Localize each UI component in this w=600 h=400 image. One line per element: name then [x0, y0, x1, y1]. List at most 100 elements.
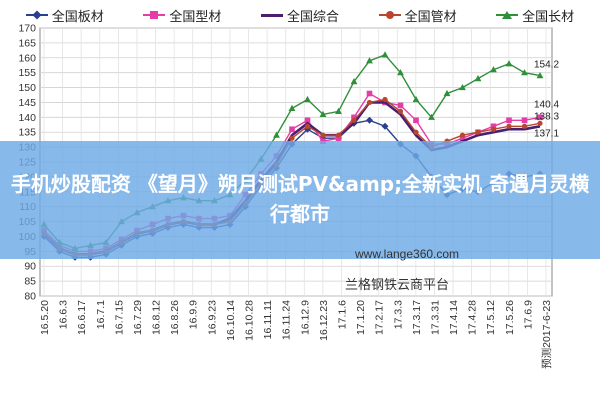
series-point [521, 117, 528, 124]
series-point [443, 89, 451, 97]
x-tick-label: 16.9.23 [206, 300, 218, 335]
series-point [366, 99, 373, 106]
x-tick-label: 17.4.28 [467, 300, 479, 335]
end-value-label: 137.1 [534, 128, 559, 139]
x-tick-label: 16.6.17 [76, 300, 88, 335]
series-point [537, 114, 543, 121]
series-point [521, 123, 528, 129]
legend-item: 全国综合 [260, 6, 339, 25]
series-point [412, 95, 420, 103]
series-point [273, 131, 280, 138]
y-tick-label: 150 [18, 82, 36, 94]
legend-swatch [25, 10, 48, 20]
series-point [351, 114, 357, 121]
series-point [382, 96, 388, 103]
headline-banner: 手机炒股配资 《望月》朔月测试PV&amp;全新实机 奇遇月灵横行都市 [0, 141, 600, 259]
legend-item: 全国板材 [25, 6, 104, 25]
series-point [459, 132, 466, 138]
series-point [289, 126, 295, 133]
x-tick-label: 17.3.17 [411, 300, 423, 335]
legend-label: 全国板材 [51, 8, 104, 24]
series-point [506, 117, 512, 124]
legend-label: 全国长材 [522, 8, 575, 24]
legend-swatch [378, 10, 401, 20]
x-tick-label: 17.3.3 [392, 300, 404, 329]
series-point [397, 102, 404, 109]
series-point [350, 78, 358, 85]
site-watermark: www.lange360.com [355, 247, 460, 261]
series-point [304, 123, 311, 129]
series-point [459, 135, 466, 141]
series-point [381, 51, 389, 58]
series-point [397, 108, 404, 114]
series-point [320, 132, 326, 138]
series-point [319, 110, 327, 117]
series-point [474, 75, 482, 82]
series-point [506, 123, 512, 129]
x-tick-label: 17.2.17 [374, 300, 386, 335]
y-tick-label: 165 [18, 37, 36, 49]
x-tick-label: 16.7.1 [95, 300, 107, 329]
series-point [335, 135, 342, 141]
y-tick-label: 170 [18, 23, 36, 35]
legend-swatch [496, 10, 519, 20]
x-tick-label: 17.4.14 [448, 300, 460, 335]
series-point [366, 90, 373, 97]
legend-item: 全国型材 [143, 6, 221, 25]
series-point [459, 83, 466, 91]
series-point [521, 69, 528, 76]
series-point [475, 129, 481, 135]
x-tick-label: 16.10.28 [244, 300, 256, 341]
x-tick-label: 16.8.26 [169, 300, 181, 335]
series-point [366, 57, 373, 64]
end-value-label: 138.3 [534, 111, 559, 122]
x-tick-label: 16.8.12 [151, 300, 163, 335]
series-point [413, 129, 419, 135]
x-tick-label: 16.7.29 [132, 300, 144, 335]
x-tick-label: 16.9.9 [188, 300, 200, 329]
series-point [366, 116, 373, 124]
x-tick-label: 16.12.23 [318, 300, 330, 341]
legend-item: 全国管材 [378, 6, 457, 25]
x-tick-label: 16.10.14 [225, 300, 237, 341]
series-point [335, 132, 342, 138]
x-tick-label: 17.5.12 [485, 300, 497, 335]
end-value-label: 140.4 [534, 99, 559, 110]
x-tick-label: 16.11.11 [262, 300, 274, 339]
y-tick-label: 155 [18, 67, 36, 79]
end-value-label: 154.2 [534, 60, 559, 71]
y-tick-label: 140 [18, 112, 36, 124]
x-tick-label: 16.7.15 [113, 300, 125, 335]
y-tick-label: 80 [24, 291, 36, 303]
x-tick-label: 16.11.24 [281, 300, 293, 340]
x-tick-label: 17.1.20 [355, 300, 367, 335]
y-tick-label: 145 [18, 97, 36, 109]
x-tick-label: 16.6.3 [58, 300, 70, 329]
series-point [304, 117, 311, 124]
legend-label: 全国综合 [286, 8, 339, 24]
x-tick-label: 17.3.31 [429, 300, 441, 335]
x-tick-label: 17.5.26 [504, 300, 516, 335]
series-point [490, 66, 497, 73]
legend-label: 全国型材 [169, 8, 222, 24]
y-tick-label: 90 [24, 261, 36, 273]
series-point [304, 95, 311, 103]
legend-label: 全国管材 [404, 8, 457, 24]
x-tick-label: 16.12.9 [299, 300, 311, 335]
y-tick-label: 135 [18, 127, 36, 139]
series-point [288, 104, 296, 111]
y-tick-label: 160 [18, 52, 36, 64]
series-point [505, 60, 513, 67]
headline-text: 手机炒股配资 《望月》朔月测试PV&amp;全新实机 奇遇月灵横行都市 [10, 172, 590, 226]
series-point [428, 113, 435, 120]
x-tick-label: 17.6.9 [522, 300, 534, 329]
series-point [335, 107, 342, 114]
series-point [351, 117, 357, 123]
series-point [490, 123, 497, 130]
series-point [381, 122, 389, 130]
series-point [536, 72, 544, 79]
series-point [413, 117, 419, 124]
y-tick-label: 85 [24, 276, 36, 288]
legend-swatch [260, 10, 283, 20]
